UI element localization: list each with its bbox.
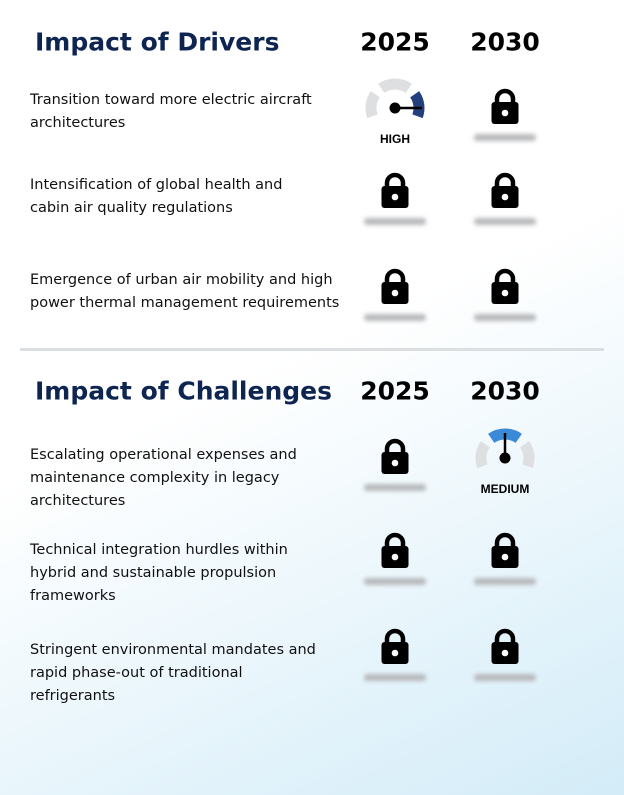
gauge-segment [409,91,425,119]
year-header: 2025 [360,376,430,406]
lock-shackle [384,532,406,548]
lock-icon [381,438,409,474]
hidden-rating [474,578,536,585]
lock-icon [491,172,519,208]
gauge-label: MEDIUM [481,482,530,496]
lock-shackle [384,268,406,284]
year-header: 2025 [360,27,430,57]
lock-keyhole [391,193,399,201]
text-line: architectures [30,115,126,131]
gauge-hub [499,452,511,464]
lock-icon [381,628,409,664]
lock-icon [381,172,409,208]
lock-icon [381,532,409,568]
text-line: Transition toward more electric aircraft [30,92,312,108]
hidden-rating [474,134,536,141]
text-line: Emergence of urban air mobility and high [30,272,333,288]
lock-keyhole [391,459,399,467]
lock-shackle [384,628,406,644]
lock-icon [491,628,519,664]
gauge [475,428,535,469]
gauge-segment [475,441,491,469]
hidden-rating [474,314,536,321]
lock-keyhole [501,193,509,201]
text-line: refrigerants [30,688,116,704]
row-text: Transition toward more electric aircraft… [30,89,312,135]
hidden-rating [364,314,426,321]
lock-keyhole [501,553,509,561]
text-line: hybrid and sustainable propulsion [30,565,277,581]
hidden-rating [474,674,536,681]
lock-keyhole [391,553,399,561]
year-header: 2030 [470,376,540,406]
section-title: Impact of Challenges [35,376,332,406]
lock-shackle [494,532,516,548]
hidden-rating [364,674,426,681]
text-line: Technical integration hurdles within [30,542,288,558]
lock-icon [491,532,519,568]
divider [20,348,604,351]
lock-shackle [494,628,516,644]
text-line: Intensification of global health and [30,177,283,193]
lock-icon [491,268,519,304]
lock-keyhole [391,289,399,297]
lock-shackle [494,172,516,188]
text-line: frameworks [30,588,116,604]
lock-keyhole [501,109,509,117]
hidden-rating [364,484,426,491]
text-line: architectures [30,493,126,509]
lock-keyhole [501,289,509,297]
gauge-segment [378,78,412,94]
text-line: rapid phase-out of traditional [30,665,243,681]
gauge-segment [365,91,381,119]
gauge-label: HIGH [380,132,410,146]
lock-shackle [384,172,406,188]
gauge-hub [389,102,401,114]
gauge [365,78,425,119]
gauge-segment [519,441,535,469]
text-line: maintenance complexity in legacy [30,470,280,486]
lock-icon [491,88,519,124]
row-text: Emergence of urban air mobility and high… [30,269,339,315]
year-header: 2030 [470,27,540,57]
lock-shackle [494,88,516,104]
hidden-rating [364,218,426,225]
text-line: power thermal management requirements [30,295,340,311]
row-text: Escalating operational expenses and maint… [30,444,297,513]
text-line: Escalating operational expenses and [30,447,297,463]
lock-keyhole [501,649,509,657]
text-line: cabin air quality regulations [30,200,233,216]
lock-shackle [384,438,406,454]
lock-icon [381,268,409,304]
row-text: Intensification of global health and cabi… [30,174,282,220]
text-line: Stringent environmental mandates and [30,642,316,658]
row-text: Technical integration hurdles within hybr… [30,539,288,608]
row-text: Stringent environmental mandates and rapi… [30,639,316,708]
hidden-rating [364,578,426,585]
hidden-rating [474,218,536,225]
lock-shackle [494,268,516,284]
section-title: Impact of Drivers [35,27,280,57]
lock-keyhole [391,649,399,657]
